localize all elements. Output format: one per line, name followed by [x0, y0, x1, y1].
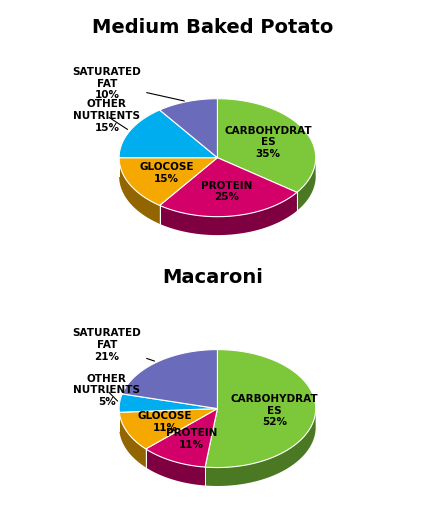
Polygon shape	[205, 350, 316, 467]
Polygon shape	[119, 412, 146, 467]
Text: PROTEIN
25%: PROTEIN 25%	[201, 181, 252, 202]
Polygon shape	[119, 158, 218, 205]
Text: Macaroni: Macaroni	[162, 268, 263, 288]
Polygon shape	[119, 158, 160, 224]
Polygon shape	[146, 409, 218, 467]
Text: PROTEIN
11%: PROTEIN 11%	[166, 428, 217, 450]
Text: Medium Baked Potato: Medium Baked Potato	[92, 17, 333, 37]
Polygon shape	[146, 449, 205, 485]
Polygon shape	[160, 99, 218, 158]
Polygon shape	[205, 406, 316, 486]
Polygon shape	[160, 158, 297, 217]
Text: SATURATED
FAT
21%: SATURATED FAT 21%	[72, 328, 155, 361]
Polygon shape	[218, 99, 316, 193]
Polygon shape	[122, 350, 218, 409]
Polygon shape	[297, 155, 316, 211]
Text: OTHER
NUTRIENTS
5%: OTHER NUTRIENTS 5%	[74, 374, 140, 407]
Text: SATURATED
FAT
10%: SATURATED FAT 10%	[72, 67, 184, 101]
Text: GLOCOSE
15%: GLOCOSE 15%	[139, 162, 194, 184]
Polygon shape	[160, 193, 297, 235]
Polygon shape	[119, 394, 218, 412]
Polygon shape	[119, 409, 218, 449]
Text: OTHER
NUTRIENTS
15%: OTHER NUTRIENTS 15%	[74, 99, 140, 133]
Text: GLOCOSE
11%: GLOCOSE 11%	[138, 411, 193, 433]
Text: CARBOHYDRAT
ES
35%: CARBOHYDRAT ES 35%	[224, 125, 312, 159]
Text: CARBOHYDRAT
ES
52%: CARBOHYDRAT ES 52%	[230, 394, 318, 428]
Polygon shape	[119, 110, 218, 158]
